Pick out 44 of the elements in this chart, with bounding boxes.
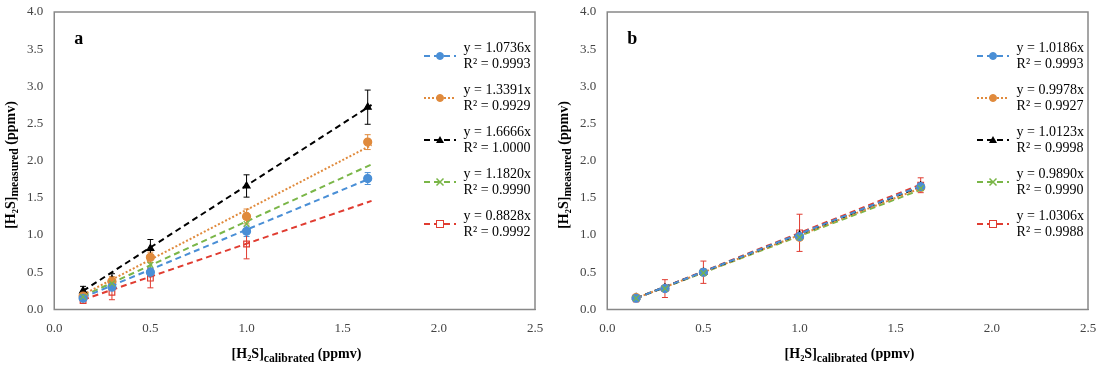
y-tick-label: 3.5 bbox=[580, 40, 597, 56]
legend-label: y = 1.1820x R² = 0.9990 bbox=[463, 166, 531, 198]
x-tick-label: 1.5 bbox=[334, 319, 351, 335]
y-tick-label: 4.0 bbox=[27, 3, 44, 19]
y-tick-label: 0.5 bbox=[580, 263, 597, 279]
x-tick-label: 2.0 bbox=[983, 319, 1000, 335]
x-tick-label: 2.5 bbox=[526, 319, 544, 335]
x-tick-label: 2.0 bbox=[430, 319, 447, 335]
y-tick-label: 2.5 bbox=[580, 114, 597, 130]
y-tick-label: 4.0 bbox=[580, 3, 597, 19]
x-tick-label: 2.5 bbox=[1079, 319, 1097, 335]
x-tick-label: 0.5 bbox=[142, 319, 159, 335]
y-tick-label: 0.0 bbox=[580, 300, 597, 316]
x-tick-label: 1.0 bbox=[791, 319, 808, 335]
y-tick-label: 3.5 bbox=[27, 40, 44, 56]
x-axis-title: [H₂S]$_{calibrated}$ (ppmv) bbox=[230, 346, 363, 365]
y-tick-label: 1.5 bbox=[580, 189, 597, 205]
legend-label: y = 0.9978x R² = 0.9927 bbox=[1016, 82, 1084, 114]
legend-label: y = 1.0736x R² = 0.9993 bbox=[463, 40, 531, 72]
y-tick-label: 1.5 bbox=[27, 189, 44, 205]
legend-label: y = 1.0123x R² = 0.9998 bbox=[1016, 124, 1084, 156]
y-tick-label: 1.0 bbox=[580, 226, 597, 242]
text: b bbox=[627, 27, 638, 48]
y-tick-label: 1.0 bbox=[27, 226, 44, 242]
legend-label: y = 1.6666x R² = 1.0000 bbox=[463, 124, 531, 156]
x-tick-label: 0.0 bbox=[599, 319, 616, 335]
text: a bbox=[74, 27, 84, 48]
y-tick-label: 2.5 bbox=[27, 114, 44, 130]
y-tick-label: 2.0 bbox=[27, 152, 44, 168]
y-tick-label: 3.0 bbox=[27, 77, 44, 93]
x-tick-label: 1.0 bbox=[238, 319, 255, 335]
y-tick-label: 3.0 bbox=[580, 77, 597, 93]
x-tick-label: 1.5 bbox=[887, 319, 904, 335]
legend-label: y = 1.0306x R² = 0.9988 bbox=[1016, 208, 1084, 240]
x-tick-label: 0.0 bbox=[46, 319, 63, 335]
x-axis-title: [H₂S]$_{calibrated}$ (ppmv) bbox=[783, 346, 916, 365]
y-tick-label: 2.0 bbox=[580, 152, 597, 168]
legend-label: y = 1.3391x R² = 0.9929 bbox=[463, 82, 531, 114]
y-tick-label: 0.0 bbox=[27, 300, 44, 316]
legend-label: y = 1.0186x R² = 0.9993 bbox=[1016, 40, 1084, 72]
y-tick-label: 0.5 bbox=[27, 263, 44, 279]
x-tick-label: 0.5 bbox=[695, 319, 712, 335]
legend-label: y = 0.8828x R² = 0.9992 bbox=[463, 208, 531, 240]
legend-label: y = 0.9890x R² = 0.9990 bbox=[1016, 166, 1084, 198]
